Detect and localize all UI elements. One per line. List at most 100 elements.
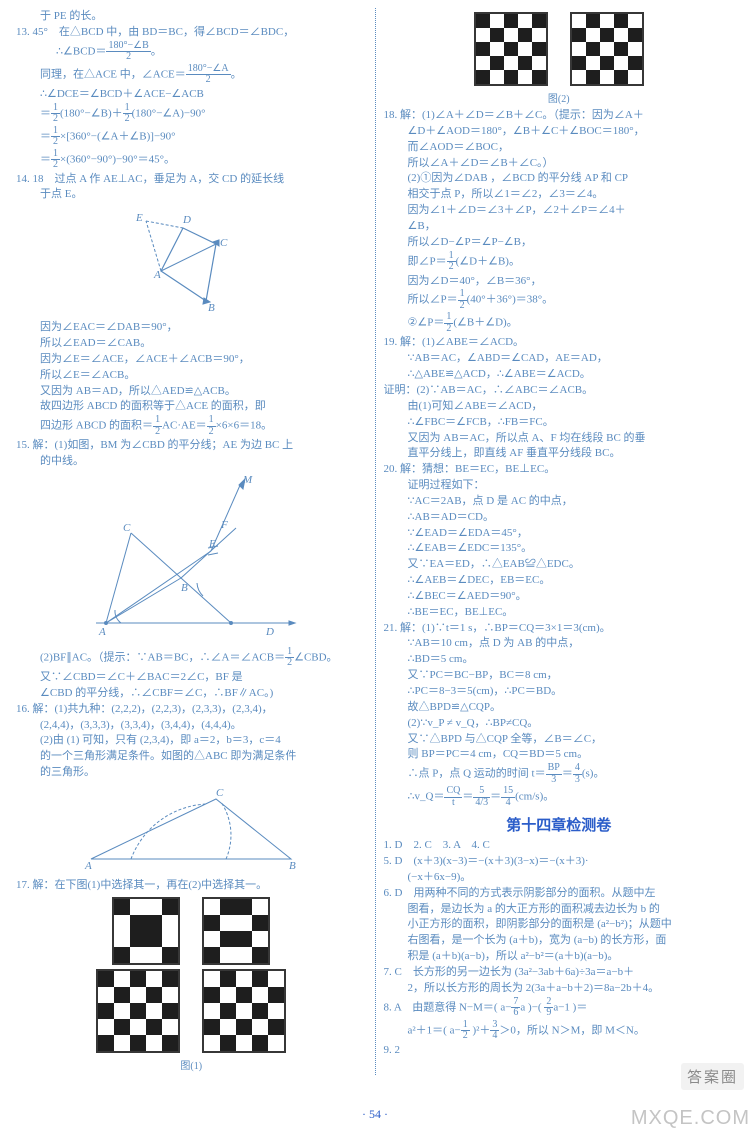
text-line: ∵AC＝2AB，点 D 是 AC 的中点， — [384, 494, 735, 509]
text-line: 故△BPD≌△CQP。 — [384, 700, 735, 715]
checker-c1 — [474, 12, 548, 86]
text-line: ∵AB＝10 cm，点 D 为 AB 的中点， — [384, 636, 735, 651]
text-line: 18. 解：(1)∠A＋∠D＝∠B＋∠C。（提示：因为∠A＋ — [384, 108, 735, 123]
text-line: ∴v_Q＝CQt＝54/3＝154(cm/s)。 — [384, 786, 735, 808]
text-line: 又∵EA＝ED，∴△EAB≌△EDC。 — [384, 557, 735, 572]
text-line: 所以∠P＝12(40°＋36°)＝38°。 — [384, 289, 735, 311]
text-line: 同理，在△ACE 中，∠ACE＝180°−∠A2。 — [16, 64, 367, 86]
text-line: ＝12×[360°−(∠A＋∠B)]−90° — [16, 126, 367, 148]
text-line: 小正方形的面积，即阴影部分的面积是 (a²−b²)；从题中 — [384, 917, 735, 932]
text-line: ∴BE＝EC，BE⊥EC。 — [384, 605, 735, 620]
text-line: 又∵△BPD 与△CQP 全等，∠B＝∠C， — [384, 732, 735, 747]
text-line: 于点 E。 — [16, 187, 367, 202]
checker-a1 — [112, 897, 180, 965]
svg-text:C: C — [123, 522, 131, 534]
text-line: ∴∠FBC＝∠FCB，∴FB＝FC。 — [384, 415, 735, 430]
checker-row-2 — [16, 969, 367, 1053]
text-line: 证明过程如下： — [384, 478, 735, 493]
text-line: 16. 解：(1)共九种：(2,2,2)，(2,2,3)，(2,3,3)，(2,… — [16, 702, 367, 717]
svg-text:B: B — [181, 582, 188, 594]
svg-text:C: C — [216, 787, 224, 799]
text-line: 相交于点 P，所以∠1＝∠2，∠3＝∠4。 — [384, 187, 735, 202]
svg-text:A: A — [98, 626, 106, 638]
checker-row-1 — [16, 897, 367, 965]
text-line: ∠D＋∠AOD＝180°，∠B＋∠C＋∠BOC＝180°， — [384, 124, 735, 139]
left-column: 于 PE 的长。 13. 45° 在△BCD 中，由 BD＝BC，得∠BCD＝∠… — [10, 8, 373, 1075]
fig2-caption: 图(2) — [384, 90, 735, 105]
text-line: ＝12×(360°−90°)−90°＝45°。 — [16, 149, 367, 171]
text-line: 20. 解：猜想：BE＝EC，BE⊥EC。 — [384, 462, 735, 477]
text-line: 直平分线上，即直线 AF 垂直平分线段 BC。 — [384, 446, 735, 461]
checker-row-3 — [384, 12, 735, 86]
text-line: 9. 2 — [384, 1043, 735, 1058]
text-line: ∵AB＝AC，∠ABD＝∠CAD，AE＝AD， — [384, 351, 735, 366]
section-heading: 第十四章检测卷 — [384, 814, 735, 835]
text-line: ∴△ABE≌△ACD，∴∠ABE＝∠ACD。 — [384, 367, 735, 382]
text-line: (2)由 (1) 可知，只有 (2,3,4)，即 a＝2，b＝3，c＝4 — [16, 733, 367, 748]
text-line: 14. 18 过点 A 作 AE⊥AC，垂足为 A，交 CD 的延长线 — [16, 172, 367, 187]
text-line: 而∠AOD＝∠BOC， — [384, 140, 735, 155]
fig1-caption: 图(1) — [16, 1057, 367, 1072]
diagram-16: A B C — [16, 784, 367, 874]
text-line: 因为∠D＝40°，∠B＝36°， — [384, 274, 735, 289]
text-line: (−x＋6x−9)。 — [384, 870, 735, 885]
text-line: (2)BF∥AC。（提示：∵AB＝BC，∴∠A＝∠ACB＝12∠CBD。 — [16, 647, 367, 669]
svg-text:B: B — [208, 302, 215, 314]
text-line: 的中线。 — [16, 454, 367, 469]
text-line: 7. C 长方形的另一边长为 (3a²−3ab＋6a)÷3a＝a−b＋ — [384, 965, 735, 980]
watermark-badge: 答案圈 — [681, 1063, 744, 1090]
text-line: (2)∵v_P ≠ v_Q，∴BP≠CQ。 — [384, 716, 735, 731]
checker-a2 — [202, 897, 270, 965]
text-line: ∠B， — [384, 219, 735, 234]
right-column: 图(2) 18. 解：(1)∠A＋∠D＝∠B＋∠C。（提示：因为∠A＋ ∠D＋∠… — [378, 8, 741, 1075]
text-line: 即∠P＝12(∠D＋∠B)。 — [384, 251, 735, 273]
svg-text:A: A — [84, 860, 92, 872]
text-line: ∴BD＝5 cm。 — [384, 652, 735, 667]
svg-text:D: D — [182, 214, 191, 226]
text-line: ∴∠EAB＝∠EDC＝135°。 — [384, 541, 735, 556]
svg-text:M: M — [242, 474, 253, 486]
text-line: 所以∠A＋∠D＝∠B＋∠C。） — [384, 156, 735, 171]
text-line: 因为∠E＝∠ACE，∠ACE＋∠ACB＝90°， — [16, 352, 367, 367]
svg-text:C: C — [220, 237, 228, 249]
text-line: a²＋1＝( a−12 )²＋34＞0，所以 N＞M，即 M＜N。 — [384, 1020, 735, 1042]
text-line: 故四边形 ABCD 的面积等于△ACE 的面积，即 — [16, 399, 367, 414]
page-wrap: 于 PE 的长。 13. 45° 在△BCD 中，由 BD＝BC，得∠BCD＝∠… — [0, 0, 750, 1105]
text-line: (2)①因为∠DAB ，∠BCD 的平分线 AP 和 CP — [384, 171, 735, 186]
checker-c2 — [570, 12, 644, 86]
diagram-15: AB CD EFM — [16, 473, 367, 643]
text-line: 的三角形。 — [16, 765, 367, 780]
text-line: 8. A 由题意得 N−M＝( a−76a )−( 29a−1 )＝ — [384, 997, 735, 1019]
text-line: 由(1)可知∠ABE＝∠ACD， — [384, 399, 735, 414]
text-line: ∴∠DCE＝∠BCD＋∠ACE−∠ACB — [16, 87, 367, 102]
text-line: 又因为 AB＝AC，所以点 A、F 均在线段 BC 的垂 — [384, 431, 735, 446]
text-line: ∠CBD 的平分线，∴∠CBF＝∠C，∴BF∥AC。) — [16, 686, 367, 701]
text-line: 四边形 ABCD 的面积＝12AC·AE＝12×6×6＝18。 — [16, 415, 367, 437]
text-line: ∴∠BCD＝180°−∠B2。 — [16, 41, 367, 63]
svg-text:E: E — [135, 212, 143, 224]
svg-text:B: B — [289, 860, 296, 872]
text-line: ∵∠EAD＝∠EDA＝45°， — [384, 526, 735, 541]
text-line: 1. D 2. C 3. A 4. C — [384, 838, 735, 853]
checker-b1 — [96, 969, 180, 1053]
text-line: ∴AB＝AD＝CD。 — [384, 510, 735, 525]
column-divider — [375, 8, 376, 1075]
text-line: 图看，是边长为 a 的大正方形的面积减去边长为 b 的 — [384, 902, 735, 917]
text-line: 15. 解：(1)如图，BM 为∠CBD 的平分线；AE 为边 BC 上 — [16, 438, 367, 453]
text-line: 5. D (x＋3)(x−3)＝−(x＋3)(3−x)＝−(x＋3)· — [384, 854, 735, 869]
svg-text:A: A — [153, 269, 161, 281]
text-line: 因为∠EAC＝∠DAB＝90°， — [16, 320, 367, 335]
text-line: 17. 解：在下图(1)中选择其一，再在(2)中选择其一。 — [16, 878, 367, 893]
text-line: ∴∠AEB＝∠DEC，EB＝EC。 — [384, 573, 735, 588]
svg-text:D: D — [265, 626, 274, 638]
text-line: 所以∠D−∠P＝∠P−∠B， — [384, 235, 735, 250]
svg-text:F: F — [220, 519, 228, 531]
text-line: 所以∠E＝∠ACB。 — [16, 368, 367, 383]
text-line: 6. D 用两种不同的方式表示阴影部分的面积。从题中左 — [384, 886, 735, 901]
text-line: 因为∠1＋∠D＝∠3＋∠P，∠2＋∠P＝∠4＋ — [384, 203, 735, 218]
text-line: ∴点 P，点 Q 运动的时间 t＝BP3＝43(s)。 — [384, 763, 735, 785]
text-line: 右图看，是一个长为 (a＋b)，宽为 (a−b) 的长方形，面 — [384, 933, 735, 948]
text-line: 又∵PC＝BC−BP，BC＝8 cm， — [384, 668, 735, 683]
text-line: ∴PC＝8−3＝5(cm)，∴PC＝BD。 — [384, 684, 735, 699]
text-line: 19. 解：(1)∠ABE＝∠ACD。 — [384, 335, 735, 350]
